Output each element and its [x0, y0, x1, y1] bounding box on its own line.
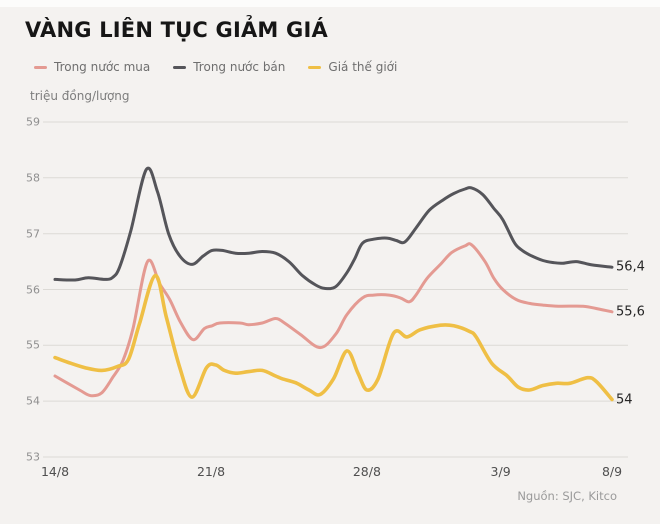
source-note: Nguồn: SJC, Kitco: [517, 489, 617, 503]
y-tick-label: 53: [26, 450, 40, 464]
x-tick-label: 28/8: [352, 464, 381, 479]
y-tick-label: 57: [26, 227, 40, 241]
legend-item-trong-nuoc-ban: Trong nước bán: [173, 60, 285, 74]
y-tick-label: 59: [26, 115, 40, 129]
legend-dash-icon: [34, 65, 47, 69]
series-end-value-world: 54: [616, 392, 633, 407]
y-tick-label: 58: [26, 171, 40, 185]
series-line-buy: [53, 242, 614, 398]
legend-dash-icon: [308, 65, 322, 69]
y-tick-label: 56: [26, 283, 40, 296]
x-tick-label: 21/8: [196, 464, 226, 479]
series-line-sell: [53, 166, 614, 291]
y-axis-unit-label: triệu đồng/lượng: [30, 89, 130, 103]
legend-item-trong-nuoc-mua: Trong nước mua: [34, 60, 150, 74]
chart-title: VÀNG LIÊN TỤC GIẢM GIÁ: [25, 18, 328, 42]
x-tick-label: 14/8: [40, 464, 70, 479]
legend-item-gia-the-gioi: Giá thế giới: [308, 60, 397, 74]
legend-dash-icon: [173, 65, 187, 69]
x-tick-label: 8/9: [601, 464, 623, 479]
y-tick-label: 55: [26, 338, 40, 352]
legend: Trong nước mua Trong nước bán Giá thế gi…: [34, 60, 397, 74]
legend-label: Giá thế giới: [328, 60, 398, 74]
series-end-value-sell: 56,4: [616, 259, 645, 275]
series-line-world: [53, 273, 614, 402]
top-strip: [0, 0, 660, 7]
legend-label: Trong nước bán: [193, 60, 286, 74]
series-end-value-buy: 55,6: [616, 304, 645, 320]
y-tick-label: 54: [26, 394, 40, 408]
x-tick-label: 3/9: [490, 464, 511, 479]
legend-label: Trong nước mua: [54, 60, 151, 74]
